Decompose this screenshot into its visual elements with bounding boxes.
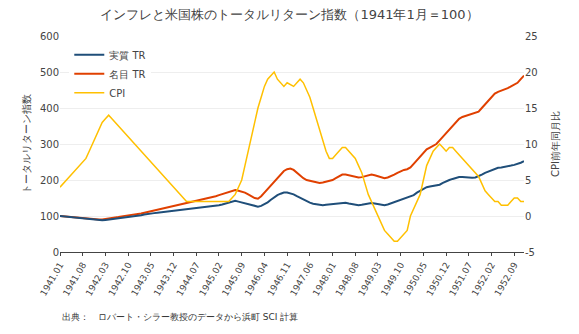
svg-text:0: 0 — [53, 247, 59, 258]
svg-text:1943.12: 1943.12 — [152, 261, 179, 298]
svg-text:1942.03: 1942.03 — [84, 261, 111, 298]
svg-text:100: 100 — [40, 211, 59, 222]
svg-text:CPI: CPI — [109, 88, 125, 99]
svg-text:1950.05: 1950.05 — [402, 261, 429, 298]
svg-text:1948.08: 1948.08 — [334, 260, 361, 297]
svg-text:1945.02: 1945.02 — [197, 261, 224, 298]
svg-text:1949.03: 1949.03 — [356, 261, 383, 298]
svg-text:1944.07: 1944.07 — [175, 261, 202, 298]
svg-text:トータルリターン指数: トータルリターン指数 — [21, 94, 32, 194]
svg-text:1950.12: 1950.12 — [424, 261, 451, 298]
svg-text:1941.08: 1941.08 — [61, 260, 88, 297]
svg-text:1941.01: 1941.01 — [38, 261, 65, 298]
svg-text:1952.02: 1952.02 — [470, 261, 497, 298]
svg-text:出典： ロバート・シラー教授のデータから浜町 SCI 計算: 出典： ロバート・シラー教授のデータから浜町 SCI 計算 — [62, 312, 298, 322]
svg-text:1945.09: 1945.09 — [220, 260, 247, 297]
svg-text:1947.06: 1947.06 — [288, 260, 315, 297]
svg-text:300: 300 — [40, 139, 59, 150]
svg-text:1943.05: 1943.05 — [129, 261, 156, 298]
svg-text:1946.11: 1946.11 — [265, 261, 292, 298]
svg-text:25: 25 — [525, 31, 538, 42]
svg-text:200: 200 — [40, 175, 59, 186]
svg-text:600: 600 — [40, 31, 59, 42]
svg-text:20: 20 — [525, 67, 538, 78]
svg-text:CPI前年同月比: CPI前年同月比 — [550, 111, 561, 177]
svg-text:0: 0 — [525, 211, 531, 222]
svg-text:5: 5 — [525, 175, 531, 186]
svg-text:500: 500 — [40, 67, 59, 78]
svg-text:1942.10: 1942.10 — [106, 260, 133, 297]
svg-text:1949.10: 1949.10 — [379, 260, 406, 297]
svg-text:実質 TR: 実質 TR — [109, 50, 145, 61]
svg-text:名目 TR: 名目 TR — [109, 69, 145, 80]
svg-text:インフレと米国株のトータルリターン指数（1941年1月＝10: インフレと米国株のトータルリターン指数（1941年1月＝100） — [100, 7, 478, 22]
svg-text:400: 400 — [40, 103, 59, 114]
svg-text:15: 15 — [525, 103, 538, 114]
svg-text:1952.09: 1952.09 — [493, 260, 520, 297]
svg-text:1948.01: 1948.01 — [311, 261, 338, 298]
svg-text:10: 10 — [525, 139, 538, 150]
svg-text:-5: -5 — [525, 247, 535, 258]
svg-text:1951.07: 1951.07 — [447, 261, 474, 298]
svg-text:1946.04: 1946.04 — [243, 260, 270, 297]
